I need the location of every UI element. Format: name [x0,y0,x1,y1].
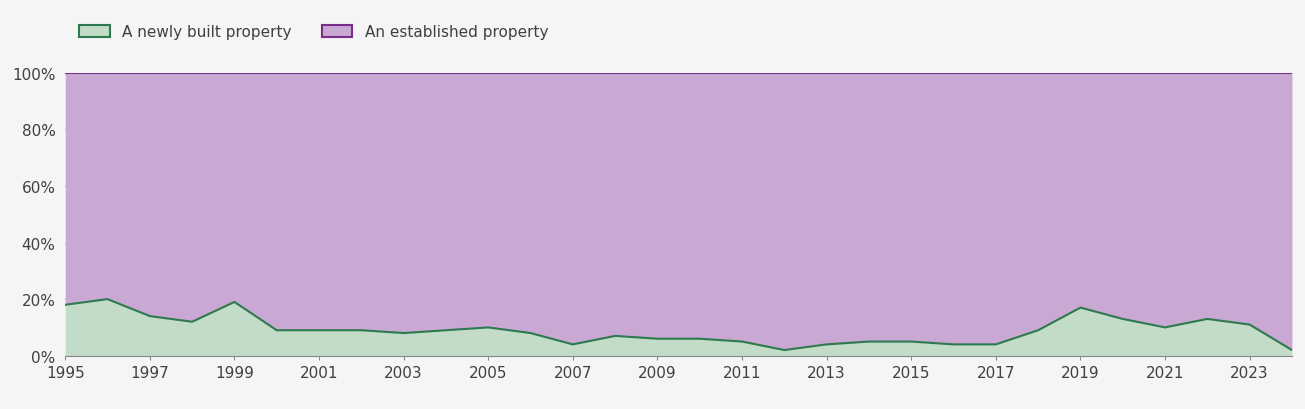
Legend: A newly built property, An established property: A newly built property, An established p… [73,19,555,46]
